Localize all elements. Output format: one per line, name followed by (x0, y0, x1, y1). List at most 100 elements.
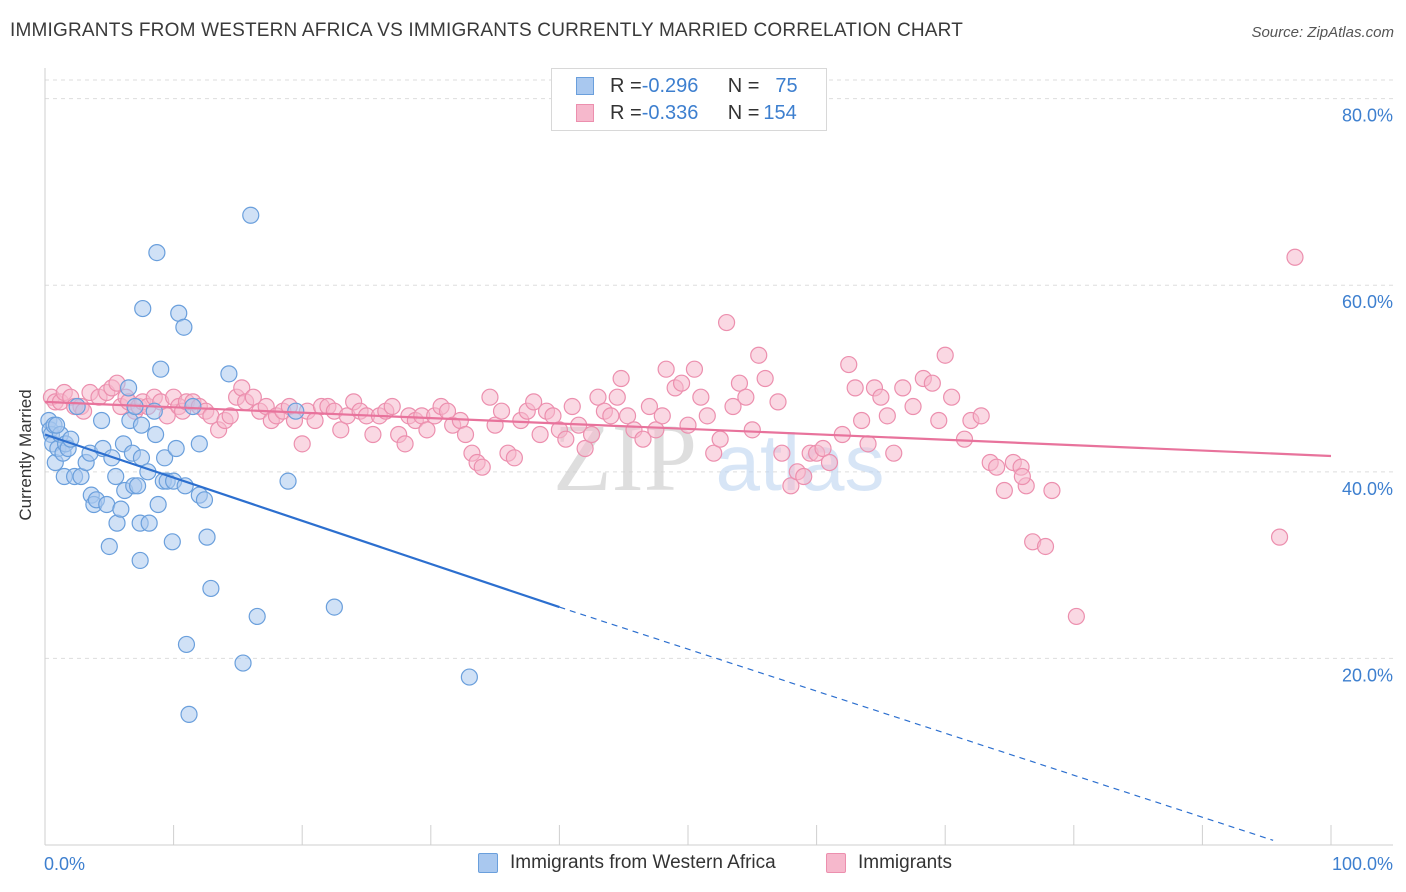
data-point-western-africa (325, 598, 343, 616)
data-point-western-africa (119, 379, 138, 397)
data-point-western-africa (175, 318, 193, 336)
data-point-western-africa (100, 537, 118, 556)
data-point-immigrants (743, 421, 761, 439)
data-point-immigrants (1067, 607, 1085, 626)
data-point-western-africa (62, 430, 80, 448)
data-point-immigrants (332, 421, 350, 439)
data-point-immigrants (773, 444, 791, 462)
y-tick-label: 60.0% (1342, 292, 1393, 312)
data-point-immigrants (557, 430, 575, 448)
data-point-immigrants (859, 435, 877, 453)
data-point-immigrants (456, 425, 475, 444)
series-western-africa-points (40, 206, 478, 723)
x-tick-label: 0.0% (44, 854, 85, 874)
trend-line-western-africa (44, 433, 560, 609)
data-point-western-africa (92, 411, 111, 430)
data-point-immigrants (685, 360, 704, 378)
data-point-immigrants (244, 388, 262, 406)
swatch-pink (576, 104, 594, 122)
y-tick-label: 40.0% (1342, 479, 1393, 499)
data-point-immigrants (364, 425, 382, 444)
data-point-western-africa (148, 243, 166, 262)
data-point-immigrants (563, 397, 581, 416)
data-point-immigrants (481, 388, 499, 406)
data-point-immigrants (1036, 537, 1055, 556)
data-point-immigrants (705, 444, 723, 462)
data-point-western-africa (220, 365, 238, 383)
data-point-immigrants (602, 407, 620, 425)
data-point-immigrants (589, 388, 607, 406)
data-point-immigrants (657, 360, 675, 378)
data-point-immigrants (724, 397, 742, 416)
data-point-western-africa (180, 705, 198, 723)
data-point-immigrants (396, 435, 414, 453)
legend-item-western-africa[interactable]: Immigrants from Western Africa (478, 852, 776, 874)
data-point-western-africa (112, 500, 130, 518)
legend-label: Immigrants (858, 852, 952, 873)
data-point-immigrants (698, 407, 716, 425)
data-point-immigrants (418, 421, 436, 439)
data-point-immigrants (936, 346, 954, 364)
data-point-western-africa (134, 299, 152, 318)
n-label: N = (727, 74, 760, 97)
data-point-immigrants (672, 374, 691, 392)
data-point-western-africa (47, 416, 66, 434)
data-point-immigrants (383, 397, 401, 416)
data-point-immigrants (840, 355, 858, 374)
data-point-western-africa (195, 491, 214, 509)
data-point-immigrants (647, 421, 665, 439)
data-point-immigrants (531, 425, 549, 444)
data-point-immigrants (492, 402, 511, 420)
data-point-immigrants (576, 439, 594, 458)
data-point-immigrants (814, 439, 832, 458)
data-point-immigrants (1270, 528, 1289, 546)
trend-line-western-africa-extension (559, 606, 1274, 841)
data-point-immigrants (692, 388, 710, 406)
data-point-western-africa (163, 533, 181, 551)
data-point-immigrants (885, 444, 903, 462)
legend-item-immigrants[interactable]: Immigrants (826, 852, 952, 874)
data-point-western-africa (279, 472, 297, 490)
axes (44, 68, 1393, 846)
data-point-immigrants (730, 374, 749, 392)
y-axis-label: Currently Married (16, 389, 35, 521)
data-point-western-africa (107, 467, 125, 486)
legend-swatch-blue (478, 853, 498, 873)
data-point-immigrants (923, 374, 941, 392)
data-point-immigrants (505, 449, 523, 467)
series-immigrants-points (42, 248, 1304, 626)
data-point-western-africa (140, 514, 158, 532)
data-point-immigrants (525, 393, 543, 411)
series-legend: Immigrants from Western Africa Immigrant… (0, 852, 1406, 878)
stats-row-immigrants: R = -0.336 N = 154 (576, 101, 797, 125)
grid-lines (45, 79, 1393, 659)
data-point-immigrants (795, 467, 813, 486)
data-point-immigrants (972, 407, 990, 425)
swatch-blue (576, 77, 594, 95)
data-point-immigrants (640, 397, 659, 416)
n-value: 154 (763, 101, 797, 124)
data-point-western-africa (68, 397, 86, 416)
data-point-immigrants (750, 346, 768, 364)
data-point-western-africa (146, 425, 165, 444)
legend-label: Immigrants from Western Africa (510, 852, 776, 873)
data-point-immigrants (473, 458, 491, 476)
data-point-immigrants (995, 481, 1013, 500)
data-point-immigrants (756, 369, 774, 388)
y-tick-label: 20.0% (1342, 665, 1393, 685)
legend-swatch-pink (826, 853, 846, 873)
data-point-western-africa (184, 397, 202, 416)
trend-lines (44, 400, 1332, 841)
data-point-western-africa (202, 579, 220, 598)
data-point-immigrants (769, 393, 787, 411)
data-point-western-africa (149, 495, 167, 514)
data-point-immigrants (221, 407, 239, 425)
data-point-immigrants (930, 411, 948, 430)
stats-row-western-africa: R = -0.296 N = 75 (576, 74, 798, 98)
data-point-immigrants (711, 430, 729, 448)
source-credit: Source: ZipAtlas.com (1251, 24, 1394, 41)
n-label: N = (727, 101, 760, 124)
data-point-immigrants (1286, 248, 1304, 266)
data-point-immigrants (955, 430, 974, 448)
r-label: R = (610, 101, 642, 124)
